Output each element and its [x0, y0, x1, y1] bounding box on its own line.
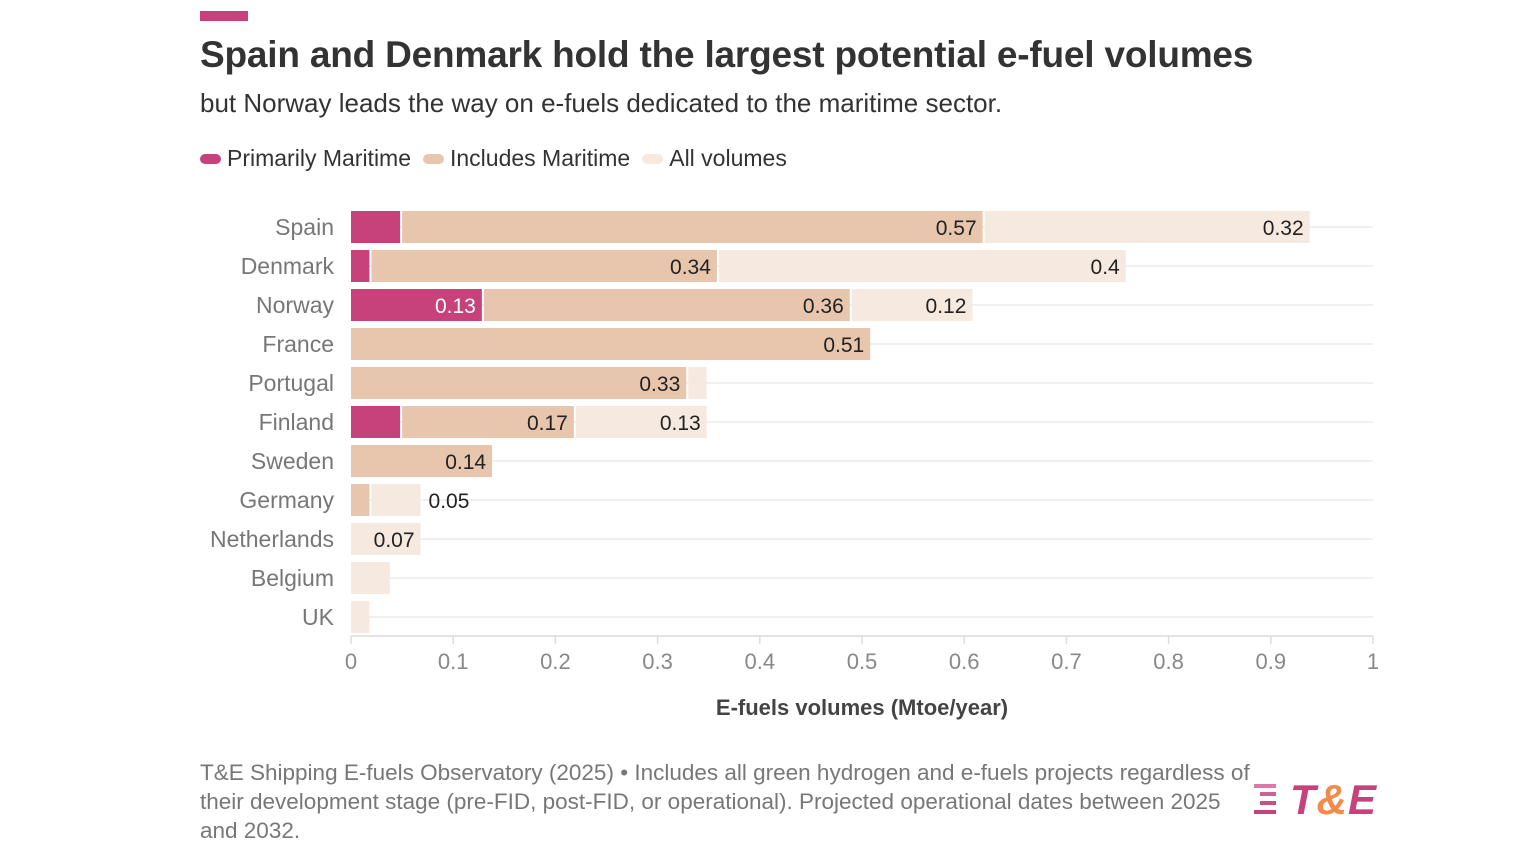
- bar-segment: [483, 289, 850, 321]
- legend-label: All volumes: [669, 145, 787, 171]
- legend-label: Includes Maritime: [450, 145, 631, 171]
- data-label: 0.4: [1091, 256, 1121, 279]
- x-axis-title: E-fuels volumes (Mtoe/year): [716, 695, 1008, 720]
- data-label: 0.33: [639, 373, 680, 396]
- chart-title: Spain and Denmark hold the largest poten…: [200, 34, 1254, 75]
- data-label: 0.34: [670, 256, 711, 279]
- x-tick-label: 0.9: [1256, 649, 1287, 674]
- bar-segment: [402, 211, 983, 243]
- data-label: 0.36: [803, 295, 844, 318]
- x-tick-label: 0: [345, 649, 357, 674]
- data-label: 0.51: [823, 334, 864, 357]
- te-logo: T&E: [1254, 776, 1377, 824]
- logo-wordmark: T&E: [1290, 776, 1378, 823]
- bar-segment: [402, 406, 574, 438]
- logo-lines-icon: [1254, 784, 1276, 814]
- data-label: 0.13: [435, 295, 476, 318]
- category-label: Finland: [259, 409, 334, 435]
- data-label: 0.32: [1263, 217, 1304, 240]
- category-label: UK: [302, 604, 335, 630]
- bar-segment: [851, 289, 973, 321]
- bar-segment: [351, 562, 390, 594]
- data-label: 0.13: [660, 412, 701, 435]
- legend-item-includes-maritime: Includes Maritime: [423, 145, 630, 172]
- category-label: Spain: [275, 214, 334, 240]
- bar-segment: [351, 328, 871, 360]
- legend-item-all-volumes: All volumes: [642, 145, 787, 172]
- bar-segment: [351, 289, 482, 321]
- bar-segment: [351, 523, 421, 555]
- x-tick-label: 0.1: [438, 649, 469, 674]
- bar-segment: [688, 367, 707, 399]
- bar-segment: [575, 406, 707, 438]
- bar-segment: [718, 250, 1126, 282]
- bar-segment: [984, 211, 1310, 243]
- x-tick-label: 0.8: [1153, 649, 1184, 674]
- category-label: Belgium: [251, 565, 334, 591]
- x-tick-label: 0.5: [847, 649, 878, 674]
- bar-segment: [351, 445, 493, 477]
- category-label: Netherlands: [210, 526, 334, 552]
- x-tick-label: 0.6: [949, 649, 980, 674]
- bar-segment: [351, 367, 687, 399]
- category-label: France: [262, 331, 334, 357]
- x-tick-label: 0.2: [540, 649, 571, 674]
- accent-bar: [200, 11, 248, 21]
- category-label: Sweden: [251, 448, 334, 474]
- x-tick-label: 0.7: [1051, 649, 1082, 674]
- x-tick-label: 0.3: [642, 649, 673, 674]
- x-tick-label: 1: [1367, 649, 1379, 674]
- bar-segment: [351, 484, 370, 516]
- source-note: T&E Shipping E-fuels Observatory (2025) …: [200, 760, 1250, 843]
- data-label: 0.07: [374, 529, 415, 552]
- legend-swatch: [642, 153, 664, 164]
- legend-item-primarily-maritime: Primarily Maritime: [200, 145, 411, 172]
- category-label: Denmark: [241, 253, 335, 279]
- category-label: Germany: [239, 487, 334, 513]
- data-label: 0.57: [936, 217, 977, 240]
- bar-segment: [351, 211, 401, 243]
- legend-label: Primarily Maritime: [227, 145, 411, 171]
- x-tick-label: 0.4: [745, 649, 776, 674]
- data-label: 0.05: [429, 490, 470, 513]
- data-label: 0.12: [926, 295, 967, 318]
- bar-segment: [351, 601, 370, 633]
- bar-segment: [351, 250, 370, 282]
- data-label: 0.14: [445, 451, 486, 474]
- legend-swatch: [200, 153, 221, 164]
- legend: Primarily Maritime Includes Maritime All…: [200, 145, 787, 172]
- bar-segment: [351, 406, 401, 438]
- category-label: Portugal: [248, 370, 334, 396]
- bar-segment: [371, 250, 717, 282]
- chart-subtitle: but Norway leads the way on e-fuels dedi…: [200, 88, 1003, 118]
- legend-swatch: [423, 153, 444, 164]
- data-label: 0.17: [527, 412, 568, 435]
- bar-segment: [371, 484, 421, 516]
- category-label: Norway: [256, 292, 334, 318]
